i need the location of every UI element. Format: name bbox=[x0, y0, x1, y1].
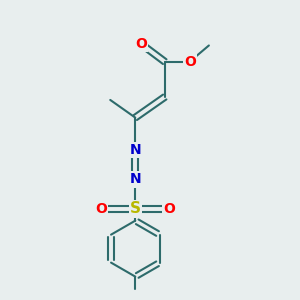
Text: O: O bbox=[184, 55, 196, 69]
Text: S: S bbox=[130, 201, 141, 216]
Text: N: N bbox=[130, 172, 141, 186]
Text: O: O bbox=[163, 202, 175, 216]
Text: O: O bbox=[135, 37, 147, 51]
Text: O: O bbox=[95, 202, 107, 216]
Text: N: N bbox=[130, 143, 141, 157]
